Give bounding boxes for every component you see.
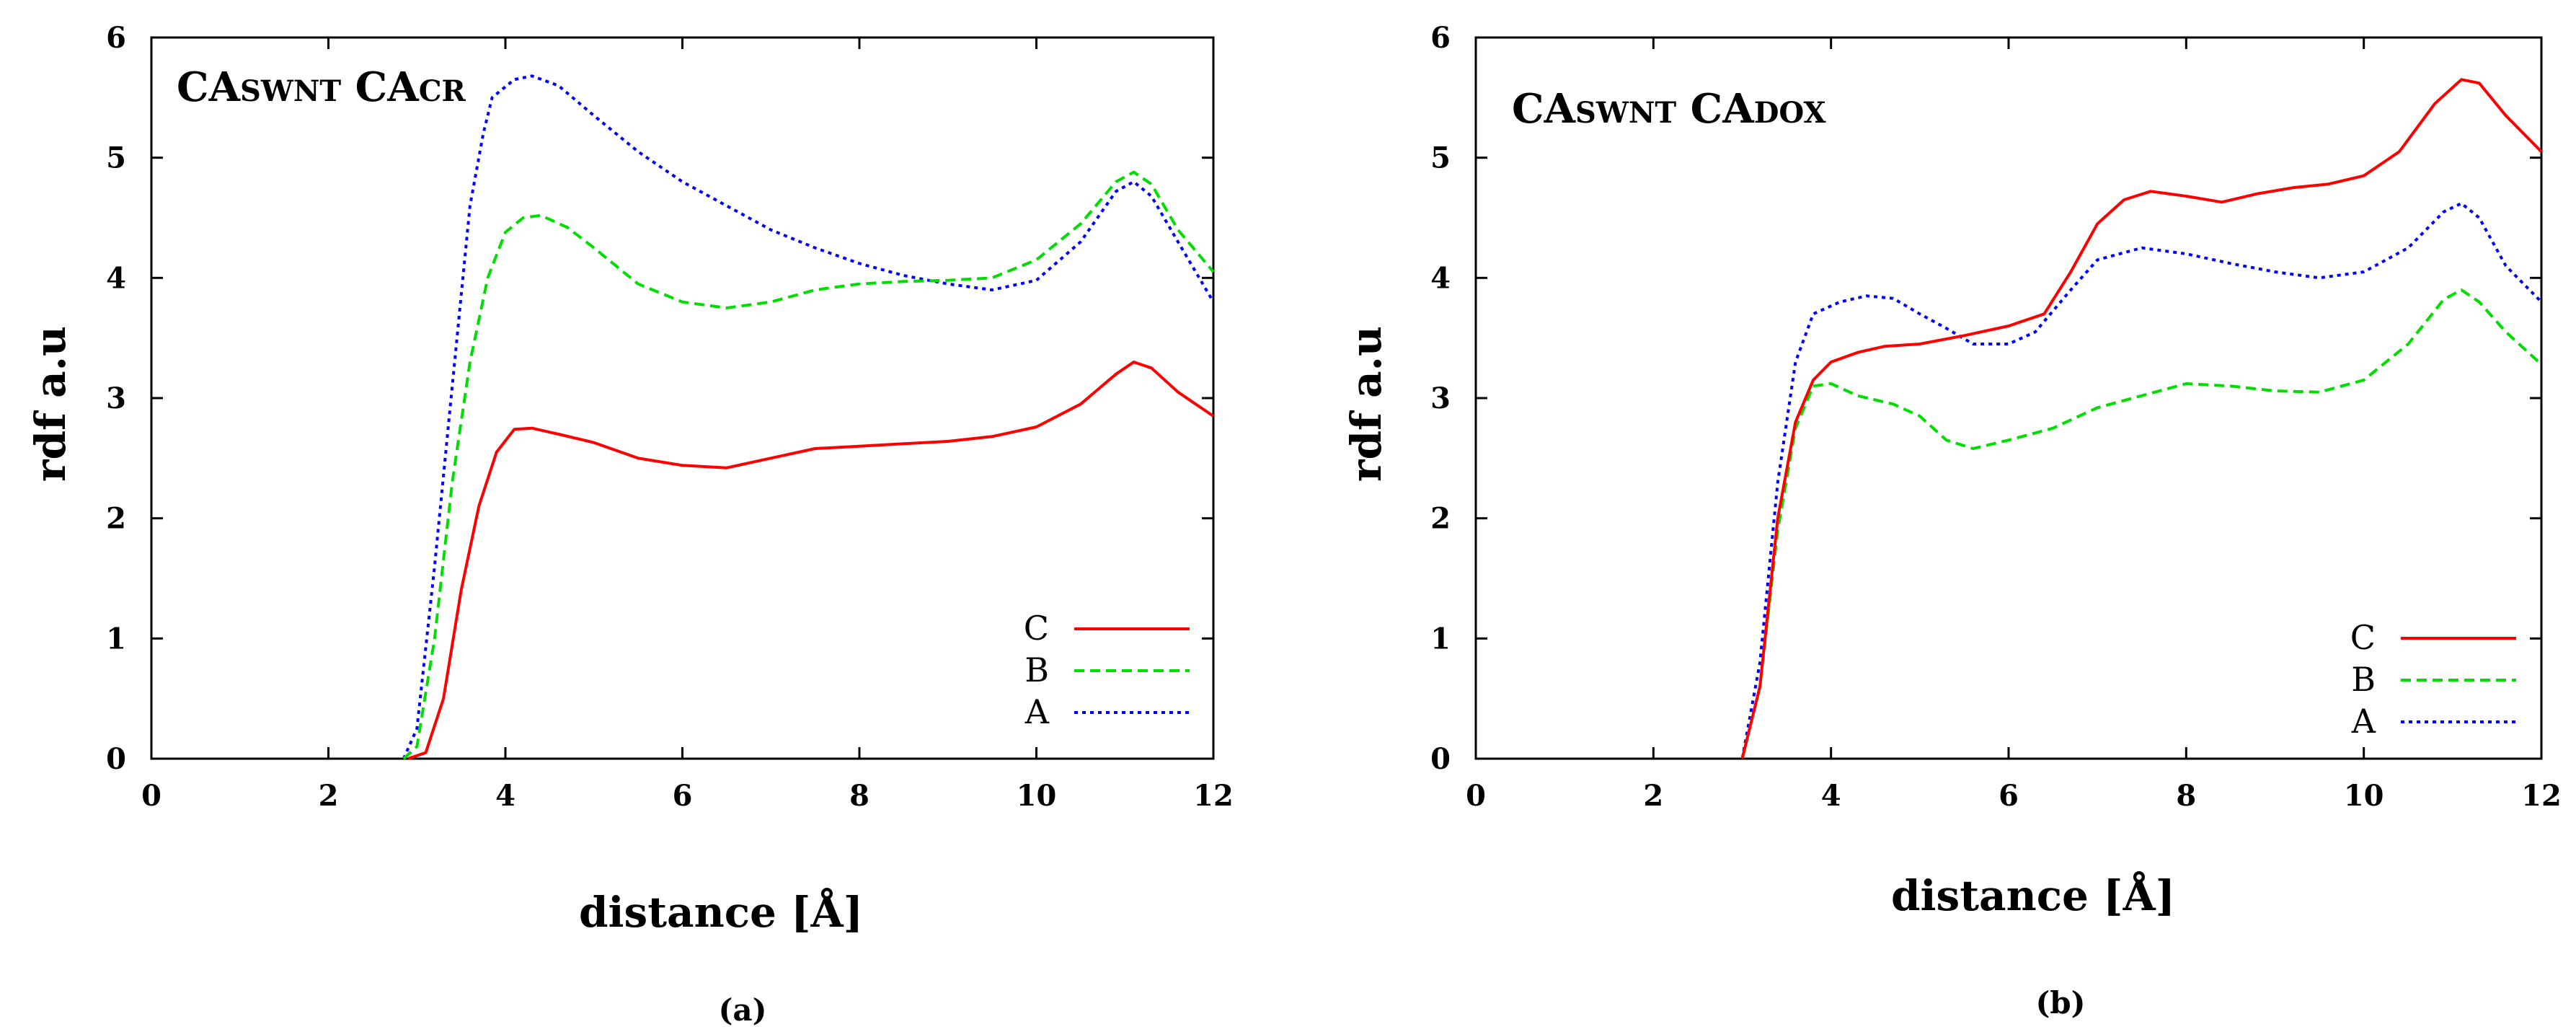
x-tick-label: 2 (1643, 779, 1663, 813)
x-tick-label: 10 (2344, 779, 2384, 813)
legend: CBA (1024, 609, 1190, 731)
x-tick-label: 6 (673, 779, 693, 813)
panel-caption: (b) (2035, 985, 2085, 1020)
x-tick-label: 12 (1193, 779, 1234, 813)
series-line-C (407, 361, 1215, 760)
y-tick-label: 2 (106, 502, 126, 536)
y-tick-label: 0 (106, 742, 126, 776)
series-line-C (1740, 78, 2543, 759)
chart-title: CASWNT CACR (177, 63, 466, 111)
y-tick-labels: 0 1 2 3 4 5 6 (106, 21, 126, 776)
y-tick-label: 6 (1430, 21, 1451, 55)
series-line-A (1740, 202, 2543, 759)
x-tick-label: 8 (849, 779, 869, 813)
series-line-A (402, 74, 1215, 759)
legend-label-B: B (1024, 650, 1049, 689)
x-tick-label: 2 (319, 779, 339, 813)
x-tick-labels: 0 2 4 6 8 10 12 (141, 779, 1234, 813)
x-axis-label: distance [Å] (1891, 871, 2175, 920)
x-tick-label: 10 (1017, 779, 1057, 813)
plot-frame (1474, 36, 2543, 760)
y-tick-label: 4 (106, 261, 126, 295)
y-tick-label: 3 (1430, 382, 1451, 415)
series-line-B (402, 170, 1215, 760)
series-lines (1740, 78, 2543, 759)
legend: CBA (2350, 618, 2516, 741)
x-tick-label: 4 (1821, 779, 1841, 813)
x-tick-label: 12 (2521, 779, 2562, 813)
y-tick-label: 4 (1430, 261, 1451, 295)
y-tick-label: 6 (106, 21, 126, 55)
tick-marks (150, 36, 1215, 760)
x-tick-labels: 0 2 4 6 8 10 12 (1466, 779, 2562, 813)
tick-marks (1474, 36, 2543, 760)
chart-title: CASWNT CADOX (1512, 85, 1826, 133)
y-tick-label: 0 (1430, 742, 1451, 776)
y-tick-labels: 0 1 2 3 4 5 6 (1430, 21, 1451, 776)
legend-label-A: A (2351, 702, 2376, 741)
y-axis-label: rdf a.u (1342, 326, 1391, 482)
y-tick-label: 2 (1430, 502, 1451, 536)
y-tick-label: 3 (106, 382, 126, 415)
series-lines (402, 74, 1215, 760)
x-tick-label: 6 (1999, 779, 2019, 813)
x-tick-label: 4 (495, 779, 515, 813)
legend-label-B: B (2351, 660, 2376, 699)
y-axis-label: rdf a.u (26, 326, 75, 482)
y-tick-label: 1 (1430, 622, 1451, 656)
legend-label-A: A (1024, 692, 1050, 731)
x-axis-label: distance [Å] (579, 888, 863, 937)
legend-label-C: C (1024, 609, 1049, 648)
x-tick-label: 0 (1466, 779, 1486, 813)
x-tick-label: 0 (141, 779, 161, 813)
plot-frame (150, 36, 1215, 760)
legend-label-C: C (2350, 618, 2376, 657)
panel-caption: (a) (719, 992, 767, 1028)
series-line-B (1740, 288, 2543, 759)
y-tick-label: 5 (106, 141, 126, 175)
y-tick-label: 1 (106, 622, 126, 656)
x-tick-label: 8 (2176, 779, 2196, 813)
y-tick-label: 5 (1430, 141, 1451, 175)
